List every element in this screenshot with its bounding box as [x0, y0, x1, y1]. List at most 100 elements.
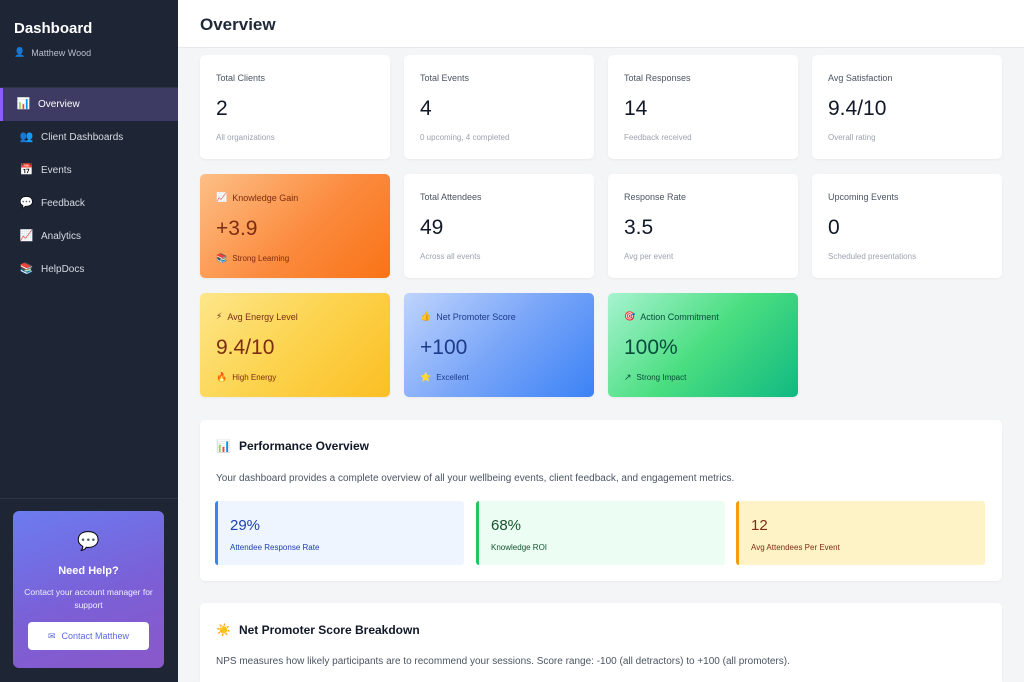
stat-value: 9.4/10: [828, 97, 887, 120]
stat-card-nps: 👍 Net Promoter Score +100 ⭐ Excellent: [404, 293, 594, 397]
metric-value: 29%: [230, 517, 261, 534]
performance-overview-panel: 📊 Performance Overview Your dashboard pr…: [200, 420, 1002, 581]
panel-description: Your dashboard provides a complete overv…: [216, 473, 735, 484]
lightning-icon: ⚡: [216, 311, 223, 321]
stat-card-total-clients: Total Clients 2 All organizations: [200, 55, 390, 159]
stat-value: 49: [420, 216, 444, 239]
sidebar-item-label: Feedback: [41, 198, 85, 209]
stat-label: Total Clients: [216, 73, 266, 83]
stat-label: Avg Satisfaction: [828, 73, 893, 83]
stat-label-text: Net Promoter Score: [436, 311, 516, 322]
panel-title-text: Net Promoter Score Breakdown: [238, 623, 420, 637]
stat-card-action-commitment: 🎯 Action Commitment 100% ↗ Strong Impact: [608, 293, 798, 397]
stat-value: 9.4/10: [216, 336, 275, 359]
sidebar-divider: [0, 498, 178, 499]
trend-up-icon: 📈: [216, 192, 228, 202]
stat-value: 14: [624, 97, 648, 120]
metric-label: Attendee Response Rate: [230, 543, 320, 552]
metric-label: Knowledge ROI: [491, 543, 548, 552]
sidebar-item-overview[interactable]: 📊 Overview: [0, 88, 178, 121]
stat-subtext-text: High Energy: [232, 373, 277, 382]
books-icon: 📚: [19, 263, 34, 275]
stat-card-total-events: Total Events 4 0 upcoming, 4 completed: [404, 55, 594, 159]
nps-breakdown-panel: ☀️ Net Promoter Score Breakdown NPS meas…: [200, 603, 1002, 682]
stat-subtext: ↗ Strong Impact: [624, 372, 782, 383]
help-card: 💬 Need Help? Contact your account manage…: [13, 511, 164, 668]
stat-value: 2: [216, 97, 228, 120]
stat-card-total-attendees: Total Attendees 49 Across all events: [404, 174, 594, 278]
panel-title-text: Performance Overview: [238, 439, 370, 453]
sidebar-item-label: Events: [41, 165, 72, 176]
stat-label-text: Knowledge Gain: [232, 192, 299, 203]
metric-response-rate: 29% Attendee Response Rate: [215, 501, 464, 565]
sidebar: Dashboard 👤 Matthew Wood 📊 Overview 👥 Cl…: [0, 0, 178, 682]
fire-icon: 🔥: [216, 372, 228, 382]
brand: Dashboard 👤 Matthew Wood: [0, 0, 178, 88]
user-name: Matthew Wood: [31, 47, 92, 58]
contact-button-label: Contact Matthew: [61, 631, 130, 641]
line-chart-icon: 📈: [19, 230, 34, 242]
message-icon: ✉: [47, 630, 56, 641]
bar-chart-icon: 📊: [16, 98, 31, 110]
stat-label: ⚡ Avg Energy Level: [216, 311, 374, 322]
sidebar-item-client-dashboards[interactable]: 👥 Client Dashboards: [0, 121, 178, 154]
panel-title: ☀️ Net Promoter Score Breakdown: [216, 623, 420, 637]
stat-card-avg-satisfaction: Avg Satisfaction 9.4/10 Overall rating: [812, 55, 1002, 159]
stat-subtext: ⭐ Excellent: [420, 372, 578, 383]
sidebar-item-helpdocs[interactable]: 📚 HelpDocs: [0, 253, 178, 286]
stat-value: +100: [420, 336, 468, 359]
stat-label: Total Attendees: [420, 192, 482, 202]
sidebar-item-label: Client Dashboards: [41, 132, 124, 143]
help-text: Contact your account manager for support: [24, 587, 153, 610]
metric-knowledge-roi: 68% Knowledge ROI: [476, 501, 725, 565]
stat-value: 0: [828, 216, 840, 239]
stat-subtext: All organizations: [216, 133, 275, 142]
sidebar-item-feedback[interactable]: 💬 Feedback: [0, 187, 178, 220]
stat-subtext: Avg per event: [624, 252, 674, 261]
stat-label: Total Events: [420, 73, 470, 83]
stat-label-text: Avg Energy Level: [227, 311, 298, 322]
stat-label: 👍 Net Promoter Score: [420, 311, 578, 322]
stat-value: +3.9: [216, 217, 258, 240]
sidebar-item-label: Analytics: [41, 231, 82, 242]
stat-label: Upcoming Events: [828, 192, 899, 202]
page-header: Overview: [178, 0, 1024, 48]
stat-subtext: Scheduled presentations: [828, 252, 917, 261]
user-icon: 👤: [14, 47, 26, 57]
sidebar-item-analytics[interactable]: 📈 Analytics: [0, 220, 178, 253]
stat-card-upcoming-events: Upcoming Events 0 Scheduled presentation…: [812, 174, 1002, 278]
stat-subtext: 0 upcoming, 4 completed: [420, 133, 510, 142]
target-icon: 🎯: [624, 311, 636, 321]
stat-subtext: Overall rating: [828, 133, 876, 142]
stat-label: 🎯 Action Commitment: [624, 311, 782, 322]
help-title: Need Help?: [58, 565, 119, 577]
stat-value: 3.5: [624, 216, 654, 239]
sidebar-nav: 📊 Overview 👥 Client Dashboards 📅 Events …: [0, 88, 178, 286]
stat-value: 100%: [624, 336, 678, 359]
stat-card-knowledge-gain: 📈 Knowledge Gain +3.9 📚 Strong Learning: [200, 174, 390, 278]
speech-bubble-icon: 💬: [77, 531, 100, 551]
brand-title: Dashboard: [14, 20, 93, 37]
stat-label-text: Action Commitment: [640, 311, 719, 322]
stat-subtext: 🔥 High Energy: [216, 372, 374, 383]
stat-label: 📈 Knowledge Gain: [216, 192, 374, 203]
users-icon: 👥: [19, 131, 34, 143]
calendar-icon: 📅: [19, 164, 34, 176]
sidebar-item-label: Overview: [38, 99, 80, 110]
bar-chart-icon: 📊: [216, 439, 231, 453]
panel-title: 📊 Performance Overview: [216, 439, 369, 453]
metric-label: Avg Attendees Per Event: [751, 543, 840, 552]
metric-value: 68%: [491, 517, 522, 534]
stat-card-total-responses: Total Responses 14 Feedback received: [608, 55, 798, 159]
stat-label: Total Responses: [624, 73, 691, 83]
sidebar-item-label: HelpDocs: [41, 264, 85, 275]
stat-card-avg-energy: ⚡ Avg Energy Level 9.4/10 🔥 High Energy: [200, 293, 390, 397]
current-user: 👤 Matthew Wood: [14, 47, 164, 58]
stat-subtext-text: Strong Learning: [232, 254, 290, 263]
stat-subtext-text: Excellent: [436, 373, 469, 382]
sidebar-item-events[interactable]: 📅 Events: [0, 154, 178, 187]
stat-label: Response Rate: [624, 192, 687, 202]
stat-subtext: Across all events: [420, 252, 481, 261]
star-icon: ⭐: [420, 372, 432, 382]
contact-manager-button[interactable]: ✉ Contact Matthew: [28, 622, 149, 650]
